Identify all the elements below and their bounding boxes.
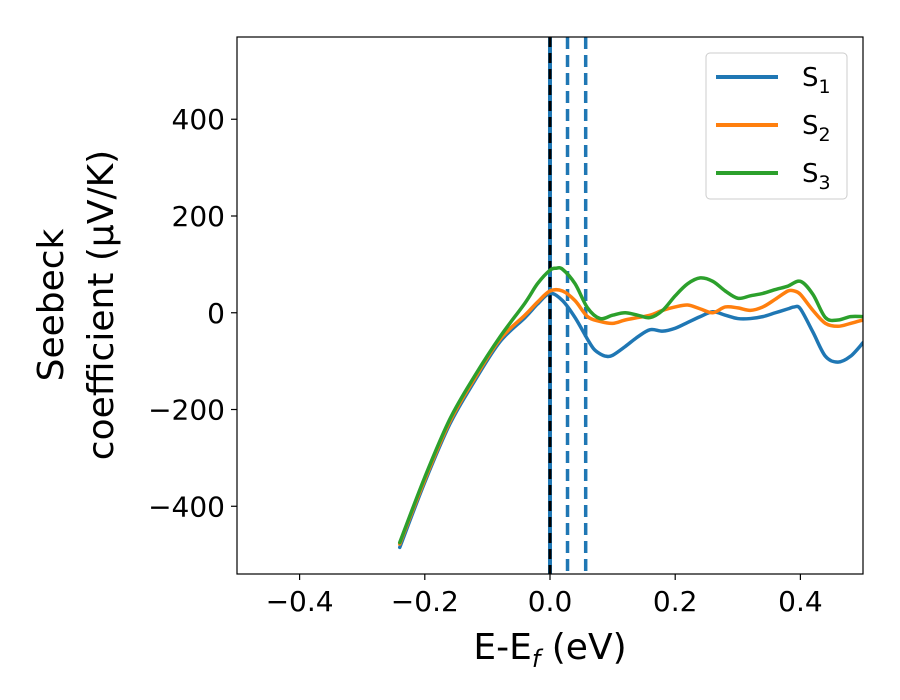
- y-tick-label: −200: [148, 394, 225, 427]
- y-tick-label: 400: [172, 103, 225, 136]
- legend-label-s1: S1: [802, 63, 831, 98]
- x-tick-label: 0.4: [778, 585, 823, 618]
- x-tick-label: −0.4: [266, 585, 334, 618]
- series-line-s2: [398, 287, 863, 546]
- series-line-s3: [398, 265, 863, 545]
- y-tick-label: −400: [148, 490, 225, 523]
- x-tick-label: 0.0: [528, 585, 573, 618]
- y-tick-label: 0: [207, 297, 225, 330]
- legend-label-s3: S3: [802, 159, 831, 194]
- x-axis-label: E-Ef (eV): [473, 627, 626, 673]
- y-tick-label: 200: [172, 200, 225, 233]
- y-axis-label-line1: Seebeck: [31, 228, 72, 381]
- x-tick-label: 0.2: [653, 585, 698, 618]
- y-axis-label-line2: coefficient (μV/K): [81, 150, 122, 460]
- legend-label-s2: S2: [802, 111, 831, 146]
- legend: S1 S2 S3: [705, 52, 848, 200]
- x-tick-label: −0.2: [391, 585, 459, 618]
